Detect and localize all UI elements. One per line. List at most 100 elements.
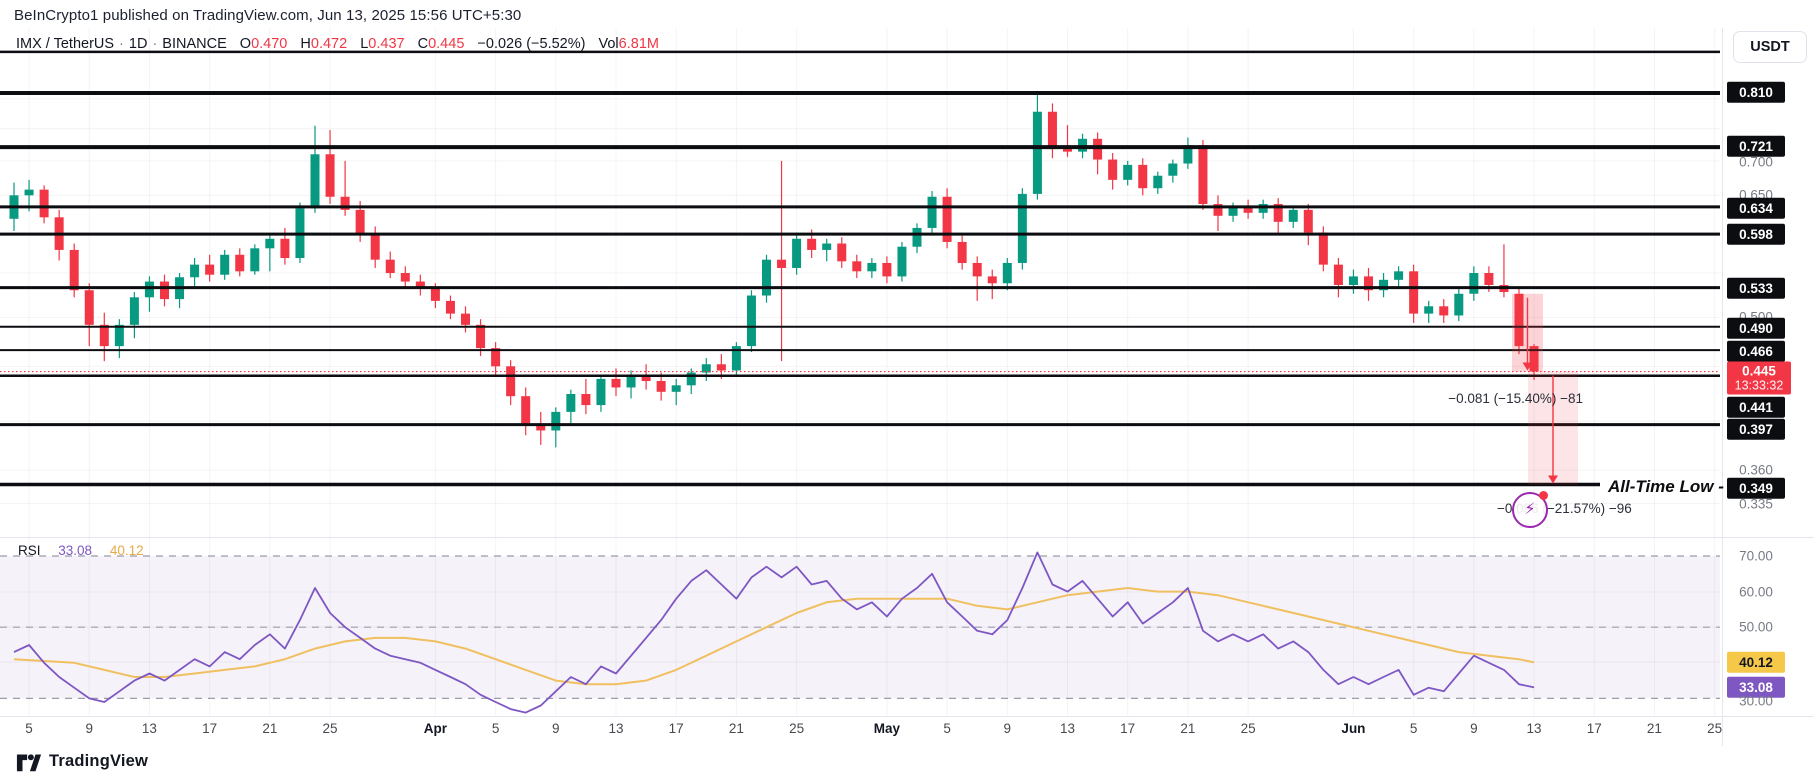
price-level-label: 0.441 bbox=[1727, 396, 1785, 418]
measurement-arrowhead bbox=[1548, 475, 1558, 484]
currency-toggle-button[interactable]: USDT bbox=[1733, 31, 1807, 63]
last-price-label: 0.445 13:33:32 bbox=[1727, 361, 1791, 395]
candle-body bbox=[1348, 276, 1358, 285]
candle-body bbox=[355, 209, 365, 235]
candle-body bbox=[1047, 111, 1057, 150]
price-level-label: 0.490 bbox=[1727, 317, 1785, 339]
candle-body bbox=[370, 234, 380, 260]
time-axis-month-label: May bbox=[873, 721, 901, 736]
candle-body bbox=[160, 281, 169, 300]
exchange-label[interactable]: BINANCE bbox=[162, 36, 227, 52]
change-value: −0.026 (−5.52%) bbox=[477, 36, 586, 52]
time-axis-day-label: 21 bbox=[1646, 721, 1662, 736]
candle-body bbox=[325, 154, 335, 197]
candle-body bbox=[867, 262, 877, 272]
price-level-label: 0.466 bbox=[1727, 340, 1785, 362]
candle-body bbox=[837, 243, 847, 262]
candle-body bbox=[822, 243, 832, 250]
candle-body bbox=[626, 374, 636, 388]
pane-separator[interactable] bbox=[0, 537, 1814, 538]
low-label: L bbox=[360, 36, 369, 52]
high-label: H bbox=[300, 36, 311, 52]
candle-body bbox=[1409, 271, 1419, 314]
rsi-label: RSI bbox=[18, 543, 41, 558]
separator-dot: · bbox=[119, 36, 124, 52]
candle-body bbox=[1288, 209, 1298, 222]
candle-body bbox=[144, 281, 154, 298]
symbol-name[interactable]: IMX / TetherUS bbox=[16, 36, 115, 52]
candle-body bbox=[1123, 164, 1133, 180]
candle-body bbox=[1484, 273, 1494, 285]
candle-body bbox=[897, 246, 907, 277]
time-axis-day-label: 17 bbox=[202, 721, 218, 736]
rsi-ma-value: 40.12 bbox=[109, 543, 144, 558]
open-label: O bbox=[239, 36, 252, 52]
price-level-label: 0.598 bbox=[1727, 223, 1785, 245]
separator-dot: · bbox=[152, 36, 158, 52]
time-axis-day-label: 9 bbox=[1470, 721, 1478, 736]
candle-body bbox=[99, 324, 109, 347]
candle-body bbox=[445, 300, 455, 314]
time-axis-day-label: 21 bbox=[1180, 721, 1196, 736]
candle-body bbox=[400, 273, 410, 282]
open-value: 0.470 bbox=[251, 36, 288, 52]
candle-body bbox=[69, 249, 79, 291]
candle-body bbox=[220, 254, 230, 275]
time-axis-day-label: 25 bbox=[789, 721, 805, 736]
time-axis-day-label: 25 bbox=[322, 721, 338, 736]
candle-body bbox=[1017, 193, 1027, 263]
bar-countdown: 13:33:32 bbox=[1734, 378, 1784, 392]
low-value: 0.437 bbox=[368, 36, 405, 52]
volume-label: Vol bbox=[598, 36, 619, 52]
candle-body bbox=[250, 248, 260, 272]
candle-body bbox=[792, 238, 802, 268]
candle-body bbox=[506, 366, 516, 397]
candle-body bbox=[415, 281, 425, 289]
time-axis-month-label: Jun bbox=[1341, 721, 1366, 736]
rsi-scale-label: 50.00 bbox=[1739, 619, 1773, 635]
candle-body bbox=[1153, 175, 1163, 189]
candle-body bbox=[1183, 145, 1193, 164]
price-tick-label: 0.360 bbox=[1739, 462, 1773, 478]
candle-body bbox=[265, 238, 275, 249]
candle-body bbox=[461, 313, 470, 325]
time-axis-month-label: Apr bbox=[423, 721, 448, 736]
candle-body bbox=[1093, 138, 1103, 160]
candle-body bbox=[1243, 206, 1253, 213]
lightning-emoji-badge[interactable]: ⚡ bbox=[1512, 491, 1548, 528]
candle-body bbox=[1138, 164, 1148, 189]
candle-body bbox=[1213, 203, 1223, 216]
candle-body bbox=[205, 264, 215, 275]
candle-body bbox=[551, 411, 561, 431]
time-axis-day-label: 17 bbox=[1586, 721, 1602, 736]
candle-body bbox=[596, 378, 606, 406]
rsi-scale-label: 70.00 bbox=[1739, 548, 1773, 564]
tradingview-logo-icon bbox=[16, 754, 42, 772]
rsi-indicator-legend[interactable]: RSI 33.08 40.12 bbox=[18, 543, 144, 558]
candle-body bbox=[1273, 203, 1283, 222]
candle-body bbox=[1364, 276, 1373, 291]
time-axis-day-label: 9 bbox=[85, 721, 94, 736]
candle-body bbox=[1514, 293, 1524, 347]
candle-body bbox=[1439, 306, 1449, 316]
interval-label[interactable]: 1D bbox=[128, 36, 148, 52]
price-level-label: 0.634 bbox=[1727, 197, 1785, 219]
candle-body bbox=[1108, 159, 1118, 180]
price-level-label: 0.349 bbox=[1727, 477, 1785, 499]
tradingview-brand[interactable]: TradingView bbox=[16, 749, 148, 773]
measurement-label-1: −0.081 (−15.40%) −81 bbox=[1448, 391, 1583, 406]
symbol-legend: IMX / TetherUS · 1D · BINANCE O0.470 H0.472 … bbox=[16, 36, 659, 52]
candle-body bbox=[701, 364, 711, 373]
tradingview-brand-text: TradingView bbox=[49, 751, 149, 770]
measurement-arrowhead bbox=[1522, 362, 1533, 371]
time-axis-day-label: 9 bbox=[552, 721, 560, 736]
rsi-scale-label: 60.00 bbox=[1739, 584, 1773, 600]
candle-body bbox=[1469, 273, 1479, 294]
price-level-label: 0.810 bbox=[1727, 81, 1785, 103]
candle-body bbox=[1002, 262, 1012, 284]
candle-body bbox=[686, 372, 696, 386]
time-axis-day-label: 17 bbox=[1120, 721, 1136, 736]
candle-body bbox=[521, 396, 531, 424]
time-axis-day-label: 21 bbox=[728, 721, 744, 736]
